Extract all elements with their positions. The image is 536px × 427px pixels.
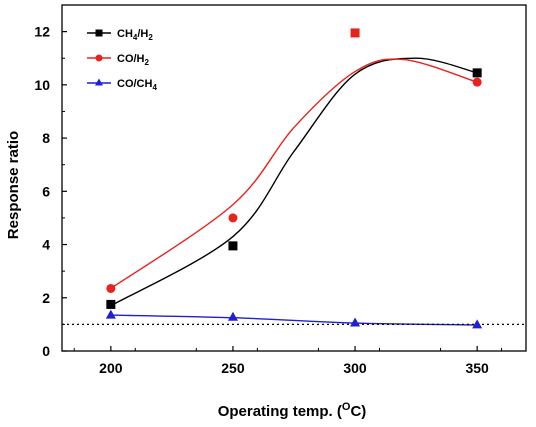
point-co-h2-350 [472, 77, 482, 87]
y-tick-label: 2 [42, 290, 50, 306]
plot-frame [61, 4, 527, 352]
fit-curve-co-h2 [110, 58, 478, 290]
x-tick-label: 250 [221, 360, 245, 376]
x-tick-label: 300 [343, 360, 367, 376]
fit-curve-ch4-h2 [110, 57, 478, 307]
fit-curve-co-ch4 [110, 314, 478, 326]
fit-curves [110, 57, 478, 326]
point-ch4-h2-250 [228, 241, 238, 251]
point-co-h2-200 [106, 283, 116, 293]
x-tick-label: 350 [465, 360, 489, 376]
point-ch4-h2-300 [350, 28, 360, 38]
legend-marker-ch4-h2 [95, 29, 103, 37]
point-co-ch4-350 [472, 319, 483, 329]
data-points [105, 28, 483, 329]
y-axis-title: Response ratio [5, 131, 22, 239]
axis-ticks: 200 250 300 350 0 2 4 6 8 10 12 [34, 24, 503, 376]
point-ch4-h2-200 [106, 299, 116, 309]
y-tick-label: 0 [42, 343, 50, 359]
y-tick-label: 6 [42, 183, 50, 199]
y-tick-label: 8 [42, 130, 50, 146]
legend-label-co-h2: CO/H2 [117, 53, 150, 67]
x-tick-label: 200 [99, 360, 123, 376]
plot-border [61, 4, 527, 352]
y-tick-label: 10 [34, 77, 50, 93]
legend-marker-co-ch4 [95, 78, 103, 86]
y-tick-label: 12 [34, 24, 50, 40]
legend-marker-co-h2 [95, 54, 103, 62]
point-co-ch4-200 [105, 309, 116, 319]
point-co-ch4-300 [350, 317, 361, 327]
legend: CH4/H2 CO/H2 CO/CH4 [87, 28, 157, 92]
y-tick-label: 4 [42, 237, 50, 253]
x-axis-title-superscript: O [342, 401, 351, 413]
x-axis-title: Operating temp. (OC) [218, 401, 367, 420]
legend-label-ch4-h2: CH4/H2 [117, 28, 153, 42]
point-co-h2-250 [228, 213, 238, 223]
point-co-ch4-250 [227, 311, 238, 321]
point-ch4-h2-350 [472, 68, 482, 78]
legend-label-co-ch4: CO/CH4 [117, 78, 157, 92]
